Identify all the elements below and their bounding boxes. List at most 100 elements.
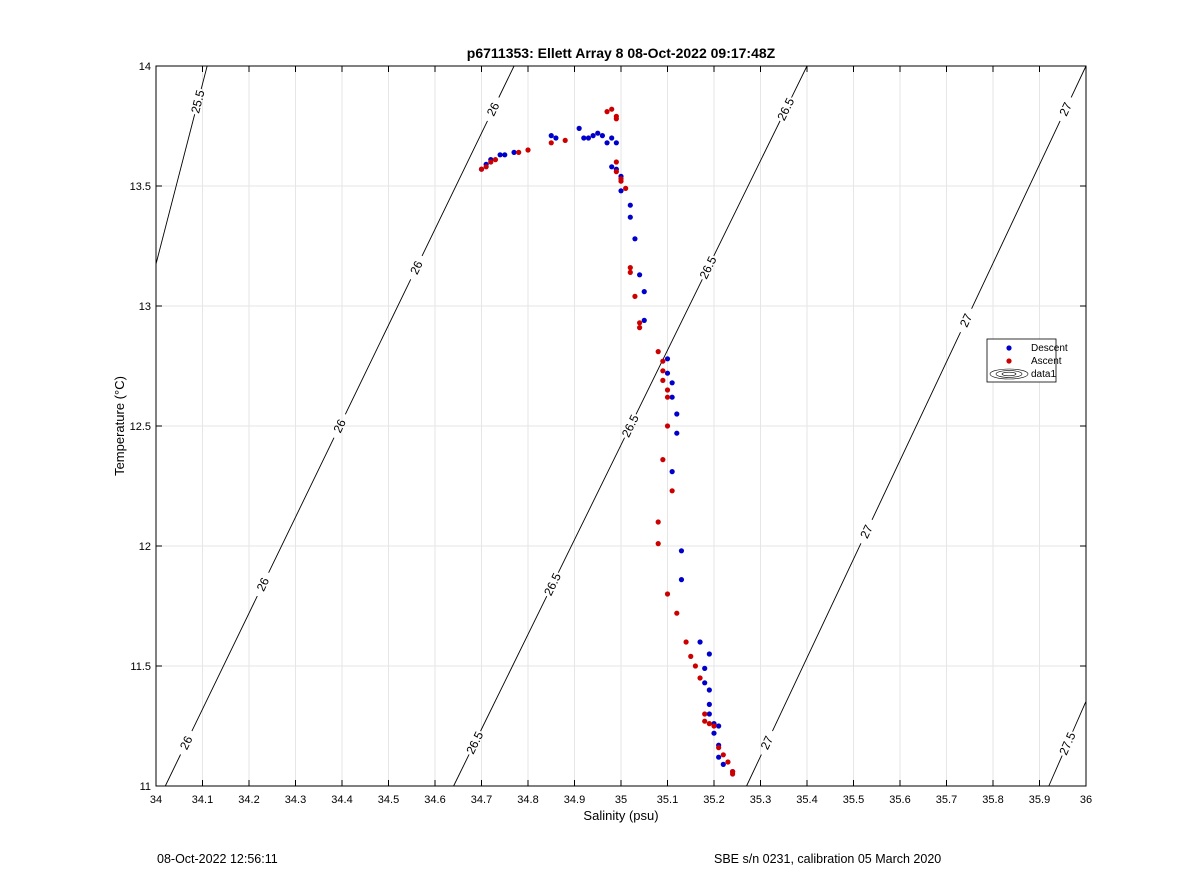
isopycnal-label: 26	[407, 258, 426, 276]
legend-ascent-marker	[1006, 358, 1012, 364]
descent-point	[706, 651, 712, 657]
descent-point	[678, 577, 685, 583]
ascent-point	[725, 759, 731, 765]
x-tick-label: 34.1	[192, 794, 213, 806]
descent-point	[609, 164, 615, 170]
contour-icon	[989, 368, 1029, 380]
y-tick-label: 14	[139, 61, 151, 73]
y-tick-label: 11.5	[130, 661, 151, 673]
ascent-point	[627, 269, 633, 275]
ascent-point	[683, 639, 689, 645]
ascent-point	[660, 457, 666, 463]
x-tick-label: 35.2	[703, 794, 724, 806]
isopycnal-label: 26.5	[463, 729, 486, 756]
descent-point	[604, 140, 610, 146]
x-tick-label: 36	[1080, 794, 1092, 806]
descent-point	[669, 394, 675, 400]
descent-point	[674, 430, 680, 436]
descent-point	[497, 152, 503, 158]
descent-point	[702, 665, 708, 672]
isopycnal-label: 27	[857, 522, 875, 540]
isopycnal-line	[791, 65, 808, 98]
ascent-point	[669, 488, 675, 494]
x-tick-label: 34.4	[331, 794, 352, 806]
isopycnal-line	[635, 279, 703, 415]
x-tick-label: 35.5	[843, 794, 864, 806]
ascent-point	[562, 137, 568, 143]
x-tick-label: 34.9	[564, 794, 585, 806]
descent-point	[641, 289, 647, 295]
descent-point	[702, 680, 708, 686]
isopycnal-label: 27.5	[1056, 730, 1078, 757]
x-tick-label: 34.2	[238, 794, 259, 806]
legend-data1-label: data1	[1031, 369, 1056, 380]
ascent-point	[664, 423, 671, 429]
descent-point	[669, 469, 675, 475]
x-tick-label: 35.1	[657, 794, 678, 806]
isopycnal-line	[480, 595, 548, 732]
descent-point	[641, 317, 647, 323]
isopycnal-label: 27	[758, 733, 776, 751]
descent-point	[664, 356, 671, 362]
isopycnal-label: 26	[330, 417, 349, 435]
descent-point	[613, 140, 619, 146]
y-tick-label: 13	[139, 301, 151, 313]
ascent-point	[483, 164, 489, 170]
ascent-point	[730, 771, 736, 777]
ascent-point	[488, 159, 494, 165]
ascent-point	[702, 711, 708, 717]
ascent-point	[613, 159, 619, 165]
descent-point	[716, 754, 722, 760]
descent-point	[678, 548, 685, 554]
contour-icon-ring	[989, 368, 1029, 380]
descent-point	[590, 133, 596, 139]
y-tick-label: 12.5	[130, 421, 151, 433]
isopycnal-label: 26.5	[774, 95, 797, 122]
descent-point	[553, 135, 559, 141]
isopycnal-line	[155, 114, 196, 265]
descent-point	[706, 711, 712, 717]
x-tick-label: 35.3	[750, 794, 771, 806]
x-tick-label: 34.5	[378, 794, 399, 806]
isopycnal-label: 27	[1056, 100, 1074, 118]
isopycnal-line	[1070, 65, 1087, 98]
ascent-point	[660, 368, 666, 374]
axis-ticks: 34 34.1 34.2 34.3 34.4 34.5 34.6 34.7 34.8 34.9 35…	[130, 61, 1093, 806]
isopycnal-line	[971, 120, 1061, 309]
isopycnal-line	[344, 279, 412, 415]
ascent-point	[609, 106, 615, 112]
isopycnal-line	[421, 120, 488, 257]
ascent-point	[627, 265, 633, 271]
isopycnal-line	[713, 120, 781, 257]
legend: Descent Ascent data1	[986, 338, 1068, 383]
ascent-point	[604, 109, 610, 115]
footer-timestamp: 08-Oct-2022 12:56:11	[157, 852, 278, 866]
ascent-point	[632, 293, 638, 299]
ascent-point	[613, 169, 619, 175]
ascent-point	[637, 325, 643, 331]
descent-point	[627, 214, 633, 220]
descent-point	[599, 133, 606, 139]
isopycnal-label: 26	[177, 733, 196, 751]
y-tick-label: 12	[139, 541, 151, 553]
x-tick-label: 35.8	[982, 794, 1003, 806]
isopycnal-line	[772, 543, 862, 732]
isopycnal-label: 27	[957, 311, 975, 329]
isopycnal-label: 26	[254, 575, 273, 593]
ascent-point	[660, 358, 666, 364]
ascent-point	[618, 178, 624, 184]
contour-icon-ring	[1001, 371, 1017, 377]
isopycnal-line	[557, 437, 625, 573]
ascent-point	[613, 116, 619, 122]
descent-point	[581, 135, 587, 141]
ascent-point	[697, 675, 703, 681]
descent-point	[627, 202, 633, 208]
descent-point	[595, 130, 601, 136]
ascent-point	[674, 610, 680, 616]
ascent-point	[688, 653, 694, 660]
x-tick-label: 34	[150, 794, 162, 806]
ascent-point	[548, 140, 554, 146]
descent-point	[669, 380, 675, 386]
ascent-point	[516, 149, 522, 155]
